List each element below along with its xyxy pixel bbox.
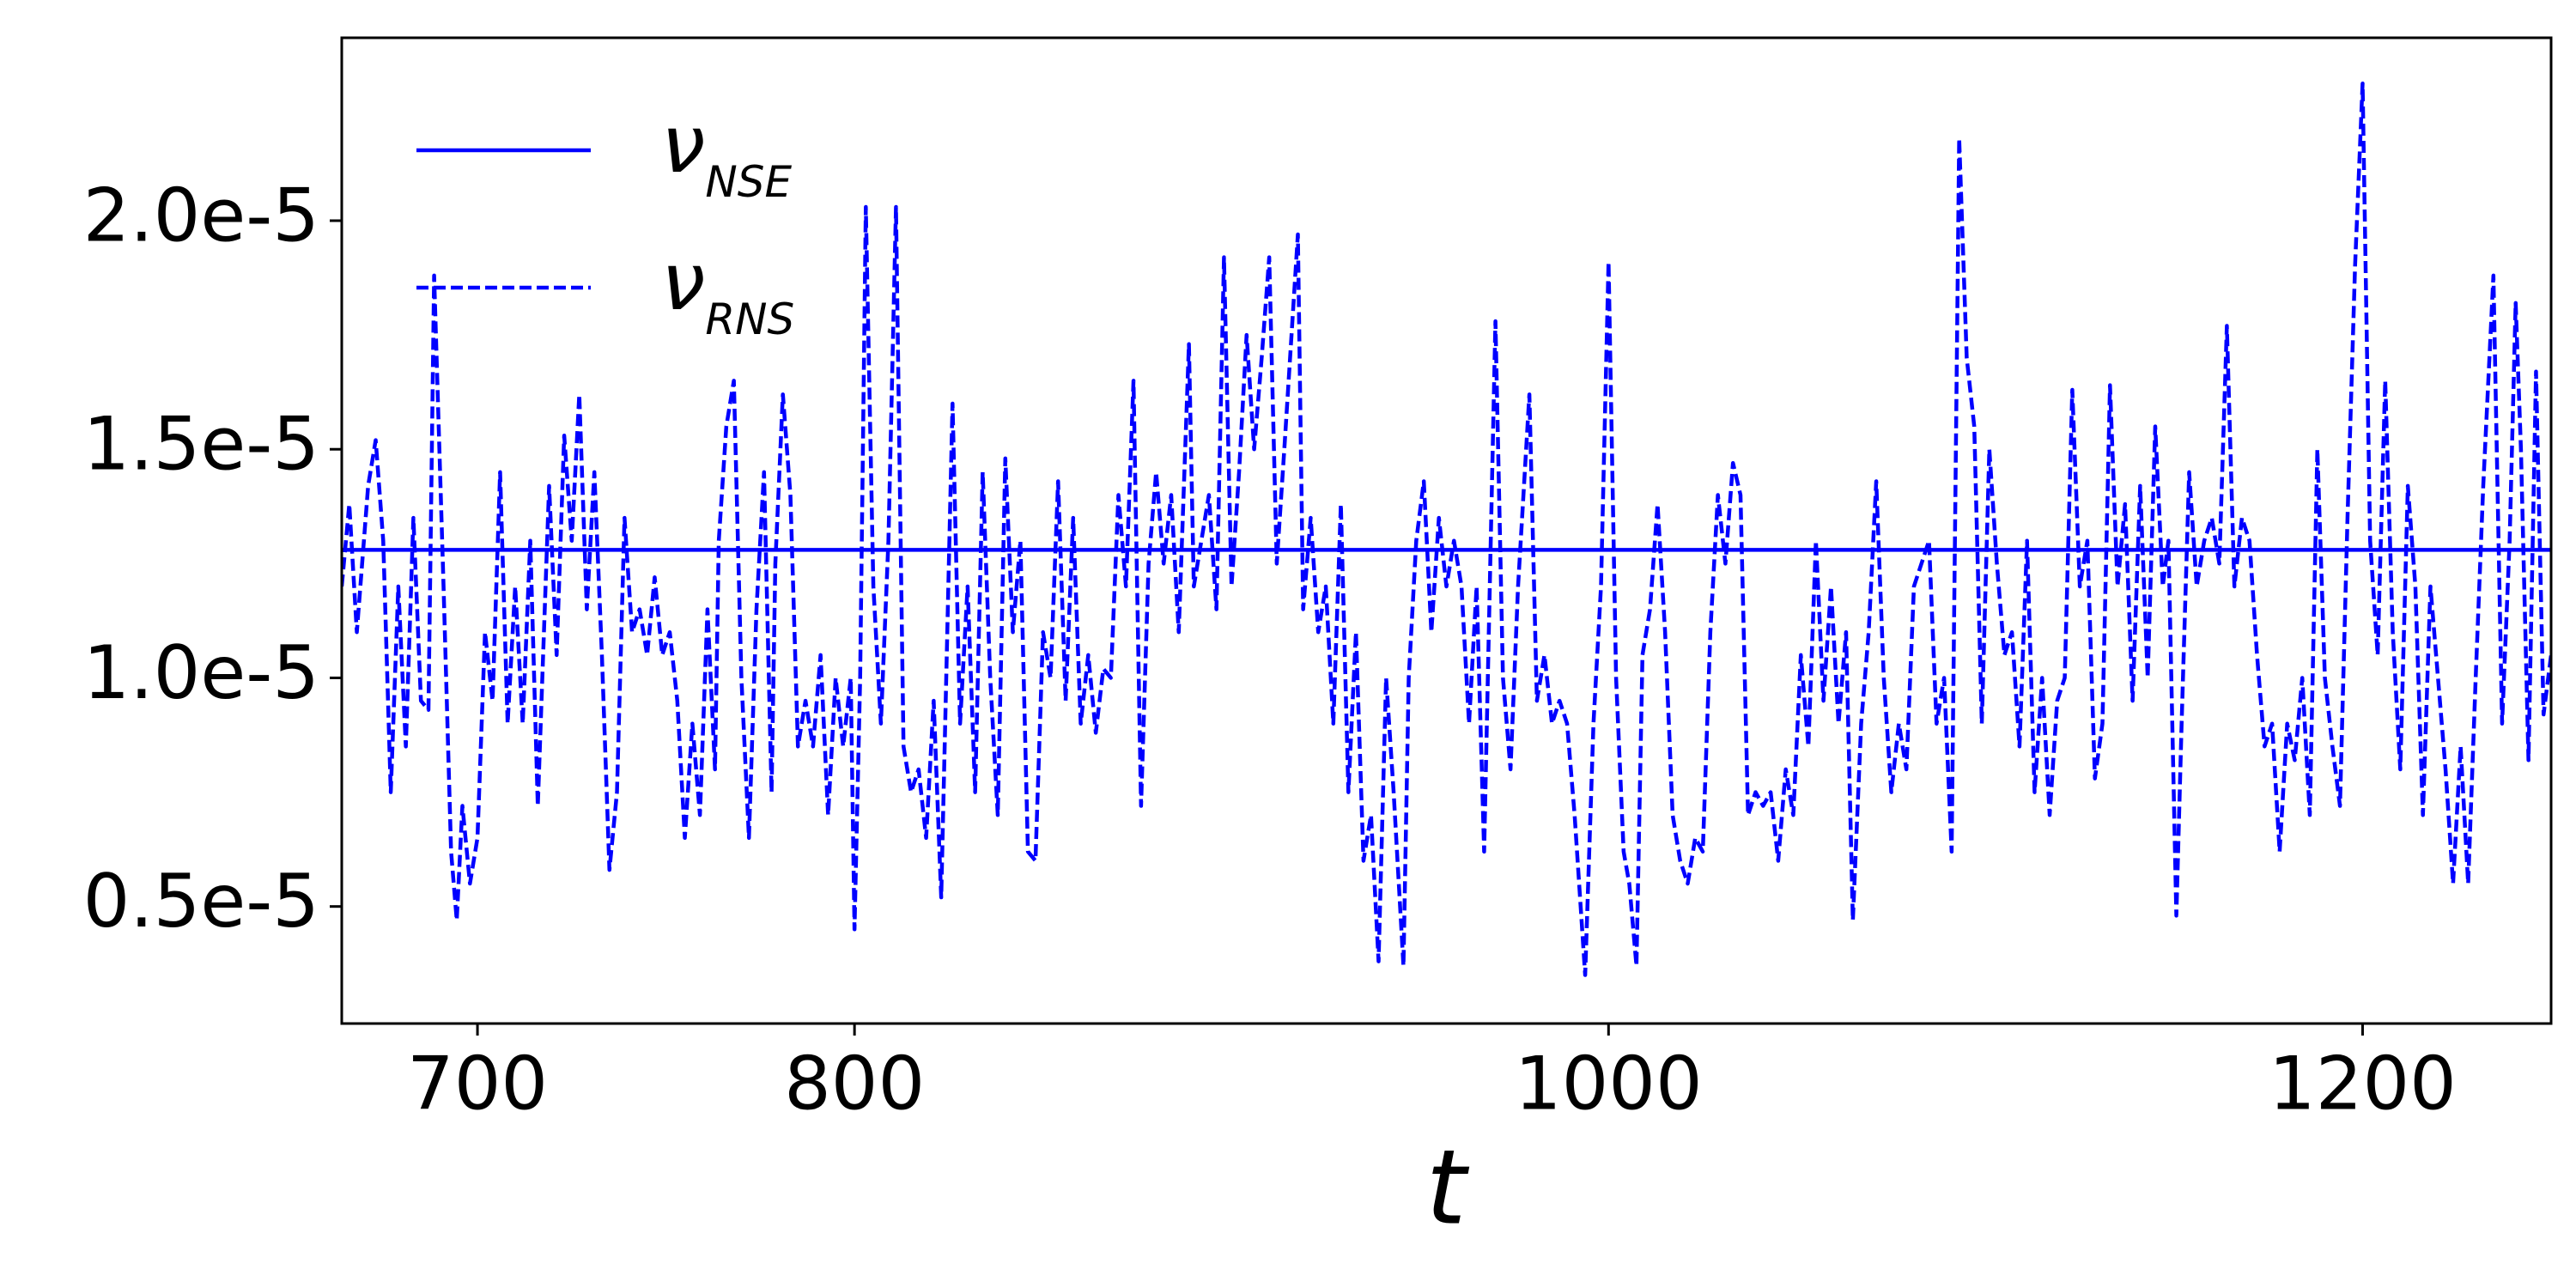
- x-tick-label: 800: [784, 1041, 925, 1127]
- y-tick-label: 1.5e-5: [83, 402, 319, 488]
- legend-subscript: RNS: [705, 295, 794, 344]
- y-tick-label: 1.0e-5: [83, 630, 319, 716]
- y-tick-label: 2.0e-5: [83, 173, 319, 258]
- x-tick-label: 1200: [2269, 1041, 2457, 1127]
- legend-subscript: NSE: [705, 157, 792, 207]
- legend-symbol: ν: [661, 99, 705, 191]
- legend-label: νRNS: [661, 236, 794, 343]
- y-tick-label: 0.5e-5: [83, 859, 319, 945]
- series-line: [342, 82, 2551, 977]
- x-tick-label: 1000: [1515, 1041, 1703, 1127]
- legend-symbol: ν: [661, 236, 705, 328]
- plot-frame: [340, 36, 2553, 1025]
- legend-label: νNSE: [661, 99, 793, 206]
- x-axis-label: t: [1425, 1129, 1469, 1249]
- x-tick-label: 700: [407, 1041, 548, 1127]
